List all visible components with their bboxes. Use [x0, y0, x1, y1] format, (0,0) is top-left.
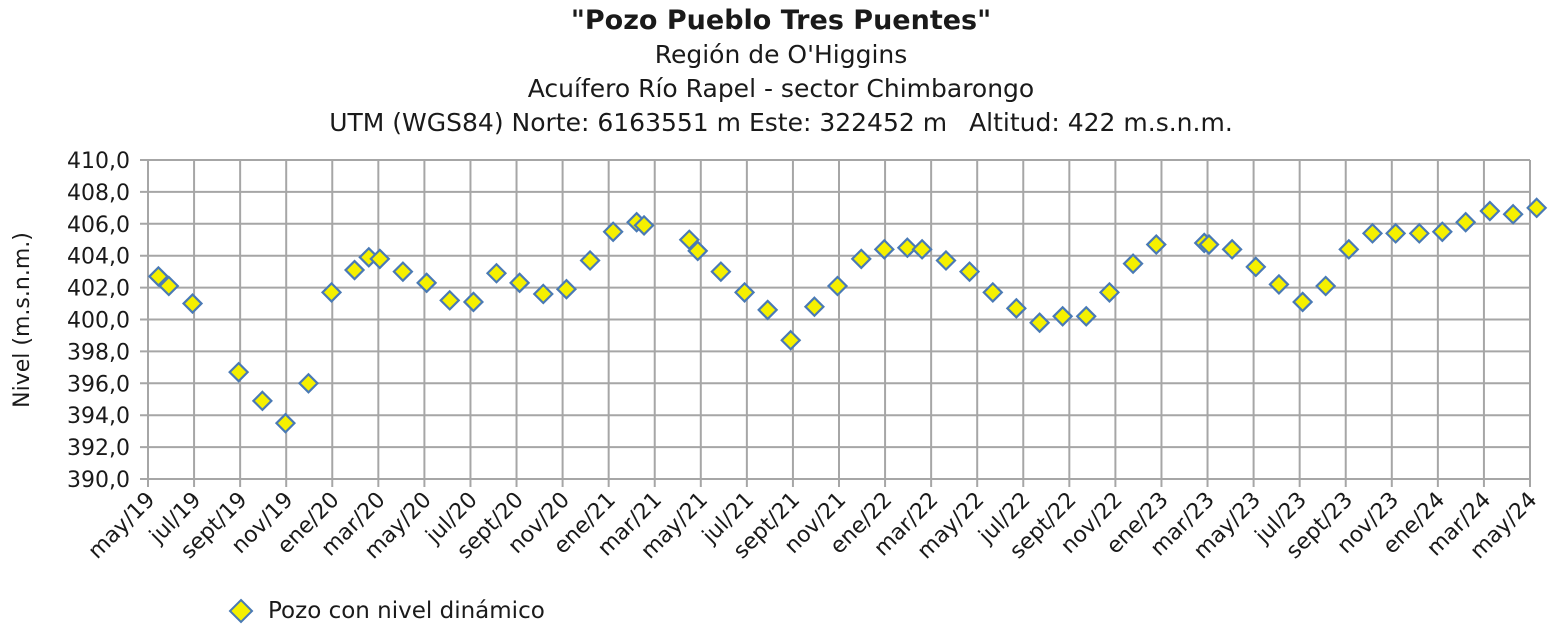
data-point	[320, 281, 343, 303]
data-point	[1361, 222, 1384, 244]
data-point	[678, 229, 700, 251]
data-point	[297, 372, 320, 394]
data-point	[1098, 281, 1121, 303]
data-point	[873, 238, 895, 260]
y-axis-ticks: 390,0 392,0 394,0 396,0 398,0 400,0 402,0 404,0…	[67, 149, 130, 493]
data-point	[1029, 312, 1051, 334]
y-tick-label: 400,0	[67, 309, 130, 334]
data-point	[1245, 256, 1267, 278]
data-point	[602, 221, 624, 243]
data-point	[803, 296, 825, 318]
data-point	[734, 281, 756, 303]
chart-subtitle-coordinates: UTM (WGS84) Norte: 6163551 m Este: 32245…	[329, 108, 948, 137]
legend-label: Pozo con nivel dinámico	[268, 598, 545, 624]
data-point	[369, 248, 391, 270]
data-point	[181, 292, 204, 315]
data-point	[485, 262, 508, 284]
data-point	[687, 240, 709, 262]
data-point	[1526, 197, 1548, 219]
data-point	[532, 283, 554, 305]
data-point	[1005, 297, 1027, 319]
data-points	[147, 197, 1548, 434]
data-point	[509, 272, 531, 294]
legend: Pozo con nivel dinámico	[228, 598, 545, 624]
data-point	[1145, 233, 1167, 256]
y-tick-label: 398,0	[67, 340, 130, 365]
data-point	[1268, 273, 1290, 295]
data-point	[780, 329, 802, 351]
y-tick-label: 410,0	[67, 149, 130, 174]
chart-title: "Pozo Pueblo Tres Puentes"	[570, 5, 992, 36]
data-point	[1502, 203, 1524, 225]
chart-subtitle-location: UTM (WGS84) Norte: 6163551 m Este: 32245…	[0, 106, 1562, 140]
data-point	[710, 261, 732, 283]
y-tick-label: 394,0	[67, 404, 130, 429]
data-point	[1122, 253, 1144, 275]
data-point	[1052, 305, 1074, 327]
data-point	[826, 275, 849, 297]
data-point	[1408, 222, 1430, 244]
y-tick-label: 404,0	[67, 245, 130, 270]
data-point	[982, 281, 1004, 303]
data-point	[1431, 221, 1453, 243]
data-point	[896, 237, 918, 259]
data-point	[392, 261, 414, 283]
data-point	[1385, 222, 1407, 244]
data-point	[274, 412, 297, 434]
data-point	[416, 272, 438, 294]
data-point	[228, 361, 250, 383]
data-point	[1479, 200, 1501, 222]
x-tick-label: may/19	[84, 488, 161, 565]
y-tick-label: 408,0	[67, 181, 130, 206]
y-axis-title: Nivel (m.s.n.m.)	[10, 232, 35, 408]
y-tick-label: 390,0	[67, 468, 130, 493]
data-point	[251, 390, 273, 412]
chart-subtitle-region: Región de O'Higgins	[654, 40, 908, 69]
y-tick-label: 406,0	[67, 213, 130, 238]
data-point	[1292, 291, 1314, 313]
data-point	[158, 275, 180, 297]
data-point	[1338, 238, 1360, 260]
data-point	[579, 249, 601, 272]
data-point	[1455, 211, 1477, 233]
legend-marker-diamond-icon	[228, 598, 254, 624]
data-point	[462, 291, 484, 313]
data-point	[757, 299, 779, 321]
y-tick-label: 392,0	[67, 436, 130, 461]
data-point	[439, 289, 461, 311]
chart-titles: "Pozo Pueblo Tres Puentes" Región de O'H…	[0, 4, 1562, 140]
data-point	[1315, 275, 1337, 297]
data-point	[147, 265, 169, 287]
data-point	[1198, 233, 1220, 256]
data-point	[935, 249, 957, 272]
data-point	[1221, 238, 1243, 260]
data-point	[555, 278, 577, 300]
data-point	[344, 259, 366, 281]
data-point	[911, 238, 933, 260]
y-tick-label: 402,0	[67, 277, 130, 302]
data-point	[633, 214, 655, 236]
chart-subtitle-aquifer: Acuífero Río Rapel - sector Chimbarongo	[527, 74, 1035, 103]
data-point	[850, 248, 872, 270]
y-tick-label: 396,0	[67, 372, 130, 397]
x-axis-ticks: may/19jul/19sept/19nov/19ene/20mar/20may…	[84, 488, 1543, 565]
grid-lines	[140, 159, 1531, 487]
data-point	[958, 261, 981, 283]
chart-subtitle-altitude: Altitud: 422 m.s.n.m.	[969, 108, 1233, 137]
data-point	[1075, 305, 1097, 327]
